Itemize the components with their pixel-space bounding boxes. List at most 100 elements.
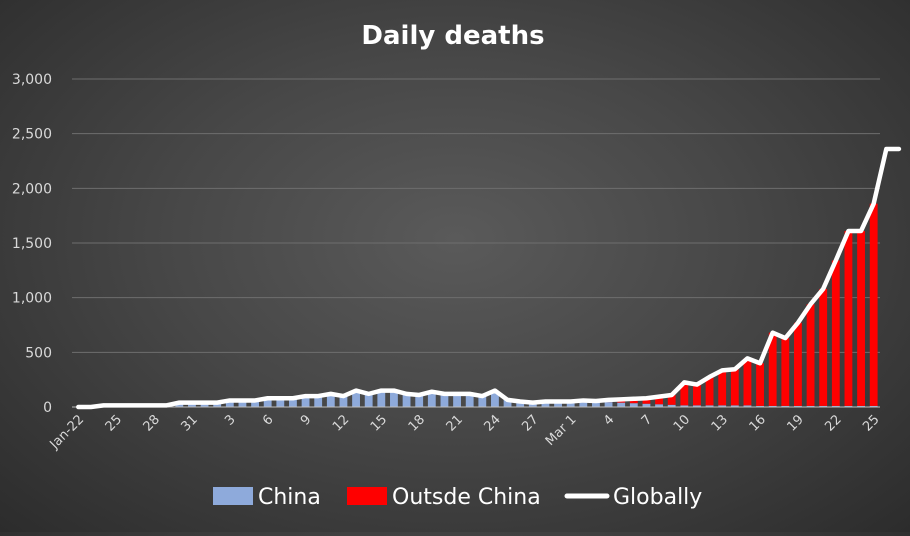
legend-label: Globally xyxy=(613,485,702,510)
china-bar xyxy=(352,390,360,407)
outside-china-bar xyxy=(869,203,878,406)
y-tick-label: 3,000 xyxy=(12,72,52,88)
x-tick-label: 4 xyxy=(601,412,617,428)
china-bar xyxy=(667,404,676,407)
y-tick-label: 0 xyxy=(43,400,52,416)
china-bar xyxy=(705,405,714,407)
outside-china-bar xyxy=(680,382,689,406)
y-tick-label: 1,000 xyxy=(12,291,52,307)
x-tick-label: 28 xyxy=(141,412,163,434)
china-bar xyxy=(377,390,386,407)
china-bar xyxy=(743,405,752,407)
china-bar xyxy=(768,405,777,407)
china-bar xyxy=(415,394,424,407)
china-bar xyxy=(314,396,323,407)
china-bar xyxy=(225,400,234,407)
x-tick-label: 25 xyxy=(860,412,882,434)
x-tick-label: 15 xyxy=(368,412,390,434)
china-bar xyxy=(301,396,310,407)
y-tick-label: 2,000 xyxy=(12,181,52,197)
china-bar xyxy=(819,405,828,407)
china-bar xyxy=(453,393,461,407)
x-tick-label: 31 xyxy=(178,412,200,434)
x-tick-label: 27 xyxy=(519,412,541,434)
china-bar xyxy=(566,401,575,407)
outside-china-bar xyxy=(794,322,802,406)
x-tick-label: 13 xyxy=(709,412,731,434)
outside-china-bar xyxy=(655,396,663,405)
outside-china-bar xyxy=(806,304,815,406)
x-tick-label: 9 xyxy=(298,412,314,428)
china-bar xyxy=(541,401,550,407)
china-bar xyxy=(857,405,865,407)
outside-china-bar xyxy=(857,230,865,406)
legend-swatch xyxy=(213,487,253,505)
china-bar xyxy=(869,405,878,407)
legend: China Outsde China Globally xyxy=(213,485,702,510)
outside-china-bar xyxy=(730,369,739,406)
china-bar xyxy=(276,398,285,407)
china-bar xyxy=(680,405,689,407)
china-bar xyxy=(491,390,499,407)
chart-title: Daily deaths xyxy=(361,21,544,51)
gridlines xyxy=(72,78,880,353)
china-bar xyxy=(390,390,398,407)
china-bar xyxy=(794,405,802,407)
x-tick-label: 19 xyxy=(784,412,806,434)
legend-label: Outsde China xyxy=(392,485,541,510)
china-bar xyxy=(655,404,663,407)
x-tick-label: 21 xyxy=(444,412,466,434)
x-tick-label: 7 xyxy=(639,412,655,428)
outside-china-bar xyxy=(781,338,790,406)
china-bar xyxy=(263,398,272,407)
china-bar xyxy=(617,402,626,407)
line-series xyxy=(76,146,902,410)
outside-china-bar xyxy=(756,363,764,406)
china-bar xyxy=(831,405,840,407)
china-bar xyxy=(238,400,247,407)
china-bar xyxy=(806,405,815,407)
china-bar xyxy=(718,405,727,407)
china-bar xyxy=(629,403,638,407)
china-bar xyxy=(693,405,701,407)
china-bar xyxy=(364,393,373,407)
outside-china-bar xyxy=(831,260,840,406)
x-tick-label: Mar 1 xyxy=(543,412,580,449)
bars xyxy=(99,203,878,407)
outside-china-bar xyxy=(844,230,853,406)
y-tick-label: 500 xyxy=(25,345,52,361)
china-bar xyxy=(592,402,600,407)
china-bar xyxy=(478,396,487,407)
x-tick-label: 18 xyxy=(406,412,428,434)
outside-china-bar xyxy=(642,398,651,404)
globally-line xyxy=(76,146,902,410)
x-tick-label: 22 xyxy=(822,412,844,434)
x-tick-label: 12 xyxy=(330,412,352,434)
x-tick-label: 10 xyxy=(671,412,693,434)
china-bar xyxy=(402,393,411,407)
x-tick-label: 25 xyxy=(103,412,125,434)
x-tick-label: 3 xyxy=(222,412,238,428)
x-tick-label: 24 xyxy=(481,412,503,434)
outside-china-bar xyxy=(718,370,727,406)
outside-china-bar xyxy=(768,332,777,406)
china-bar xyxy=(642,403,651,407)
legend-label: China xyxy=(258,485,321,510)
china-bar xyxy=(844,405,853,407)
outside-china-bar xyxy=(705,376,714,406)
y-tick-label: 2,500 xyxy=(12,127,52,143)
china-bar xyxy=(516,401,525,407)
china-bar xyxy=(465,393,474,407)
y-axis-ticks: 0 500 1,000 1,500 2,000 2,500 3,000 xyxy=(12,72,52,416)
x-axis-ticks: Jan-22 25 28 31 3 6 9 12 15 18 21 24 27 Mar 1 4 7 10 13 16… xyxy=(47,412,883,453)
x-tick-label: 16 xyxy=(747,412,769,434)
outside-china-bar xyxy=(693,384,701,406)
china-bar xyxy=(503,399,512,407)
x-tick-label: 6 xyxy=(260,412,276,428)
china-bar xyxy=(554,401,562,407)
outside-china-bar xyxy=(819,288,828,406)
china-bar xyxy=(781,405,790,407)
outside-china-bar xyxy=(743,358,752,406)
china-bar xyxy=(339,396,348,407)
